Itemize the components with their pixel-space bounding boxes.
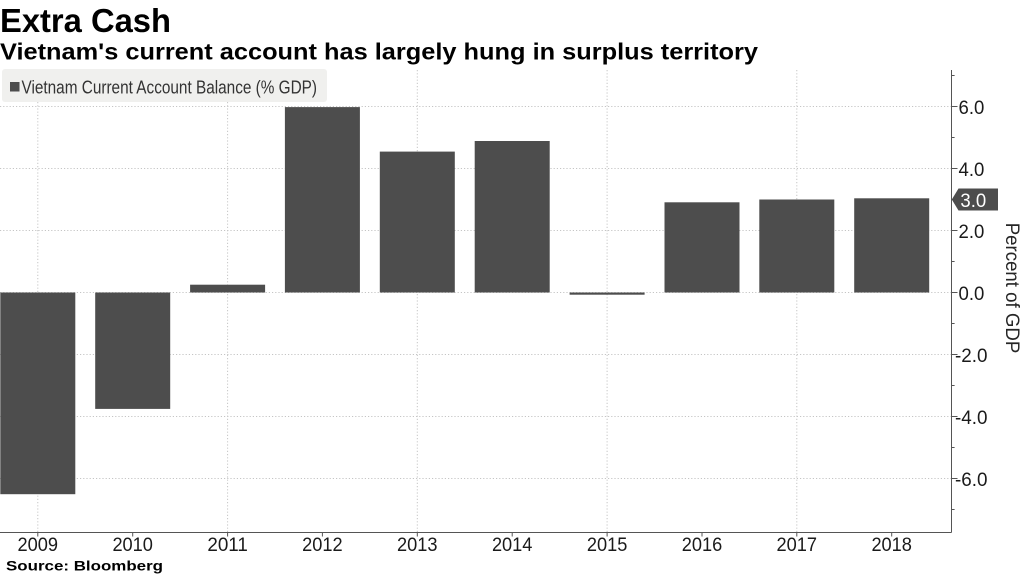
svg-text:Percent of GDP: Percent of GDP <box>1001 223 1023 354</box>
svg-text:2017: 2017 <box>777 534 818 556</box>
svg-text:Extra Cash: Extra Cash <box>0 2 171 39</box>
svg-text:Source: Bloomberg: Source: Bloomberg <box>6 557 163 573</box>
svg-text:6.0: 6.0 <box>959 97 985 119</box>
svg-text:2009: 2009 <box>18 534 59 556</box>
svg-text:2018: 2018 <box>871 534 912 556</box>
svg-text:2010: 2010 <box>112 534 153 556</box>
svg-text:2011: 2011 <box>207 534 248 556</box>
svg-text:Vietnam's current account has: Vietnam's current account has largely hu… <box>0 39 758 65</box>
svg-text:3.0: 3.0 <box>960 190 986 212</box>
svg-text:-2.0: -2.0 <box>955 345 988 367</box>
svg-text:-6.0: -6.0 <box>955 469 988 491</box>
svg-text:-4.0: -4.0 <box>955 407 988 429</box>
svg-text:2013: 2013 <box>397 534 438 556</box>
svg-text:2015: 2015 <box>587 534 628 556</box>
svg-text:2.0: 2.0 <box>959 221 985 243</box>
svg-text:0.0: 0.0 <box>959 283 985 305</box>
svg-text:2012: 2012 <box>302 534 343 556</box>
svg-text:4.0: 4.0 <box>959 159 985 181</box>
svg-text:2016: 2016 <box>682 534 723 556</box>
svg-text:Vietnam Current Account Balanc: Vietnam Current Account Balance (% GDP) <box>22 77 318 97</box>
svg-text:2014: 2014 <box>492 534 533 556</box>
